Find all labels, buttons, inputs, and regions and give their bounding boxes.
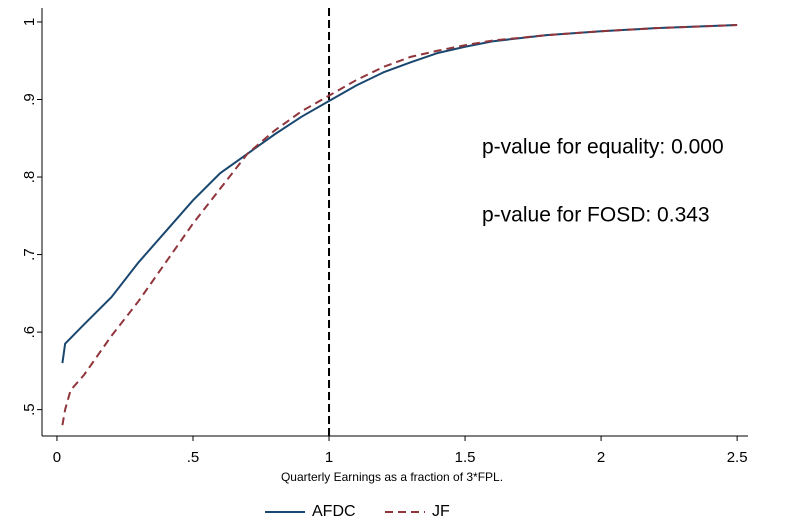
series-line xyxy=(61,24,738,426)
y-tick-label: .8 xyxy=(21,171,38,184)
legend-label: JF xyxy=(432,503,450,520)
y-tick-label: .6 xyxy=(21,326,38,339)
annotation: p-value for FOSD: 0.343 xyxy=(482,204,710,227)
y-tick-label: .7 xyxy=(21,248,38,261)
annotation: p-value for equality: 0.000 xyxy=(482,136,724,159)
x-tick-label: .5 xyxy=(187,449,200,466)
legend-label: AFDC xyxy=(312,503,356,520)
x-tick-label: 0 xyxy=(53,449,61,466)
x-tick-label: 1.5 xyxy=(455,449,476,466)
y-tick-label: .9 xyxy=(21,93,38,106)
x-tick-label: 2.5 xyxy=(727,449,748,466)
series-line xyxy=(61,24,738,364)
y-tick-label: .5 xyxy=(21,403,38,416)
y-tick-label: 1 xyxy=(21,18,38,26)
x-axis-label: Quarterly Earnings as a fraction of 3*FP… xyxy=(281,470,503,484)
x-tick-label: 1 xyxy=(325,449,333,466)
x-tick-label: 2 xyxy=(597,449,605,466)
